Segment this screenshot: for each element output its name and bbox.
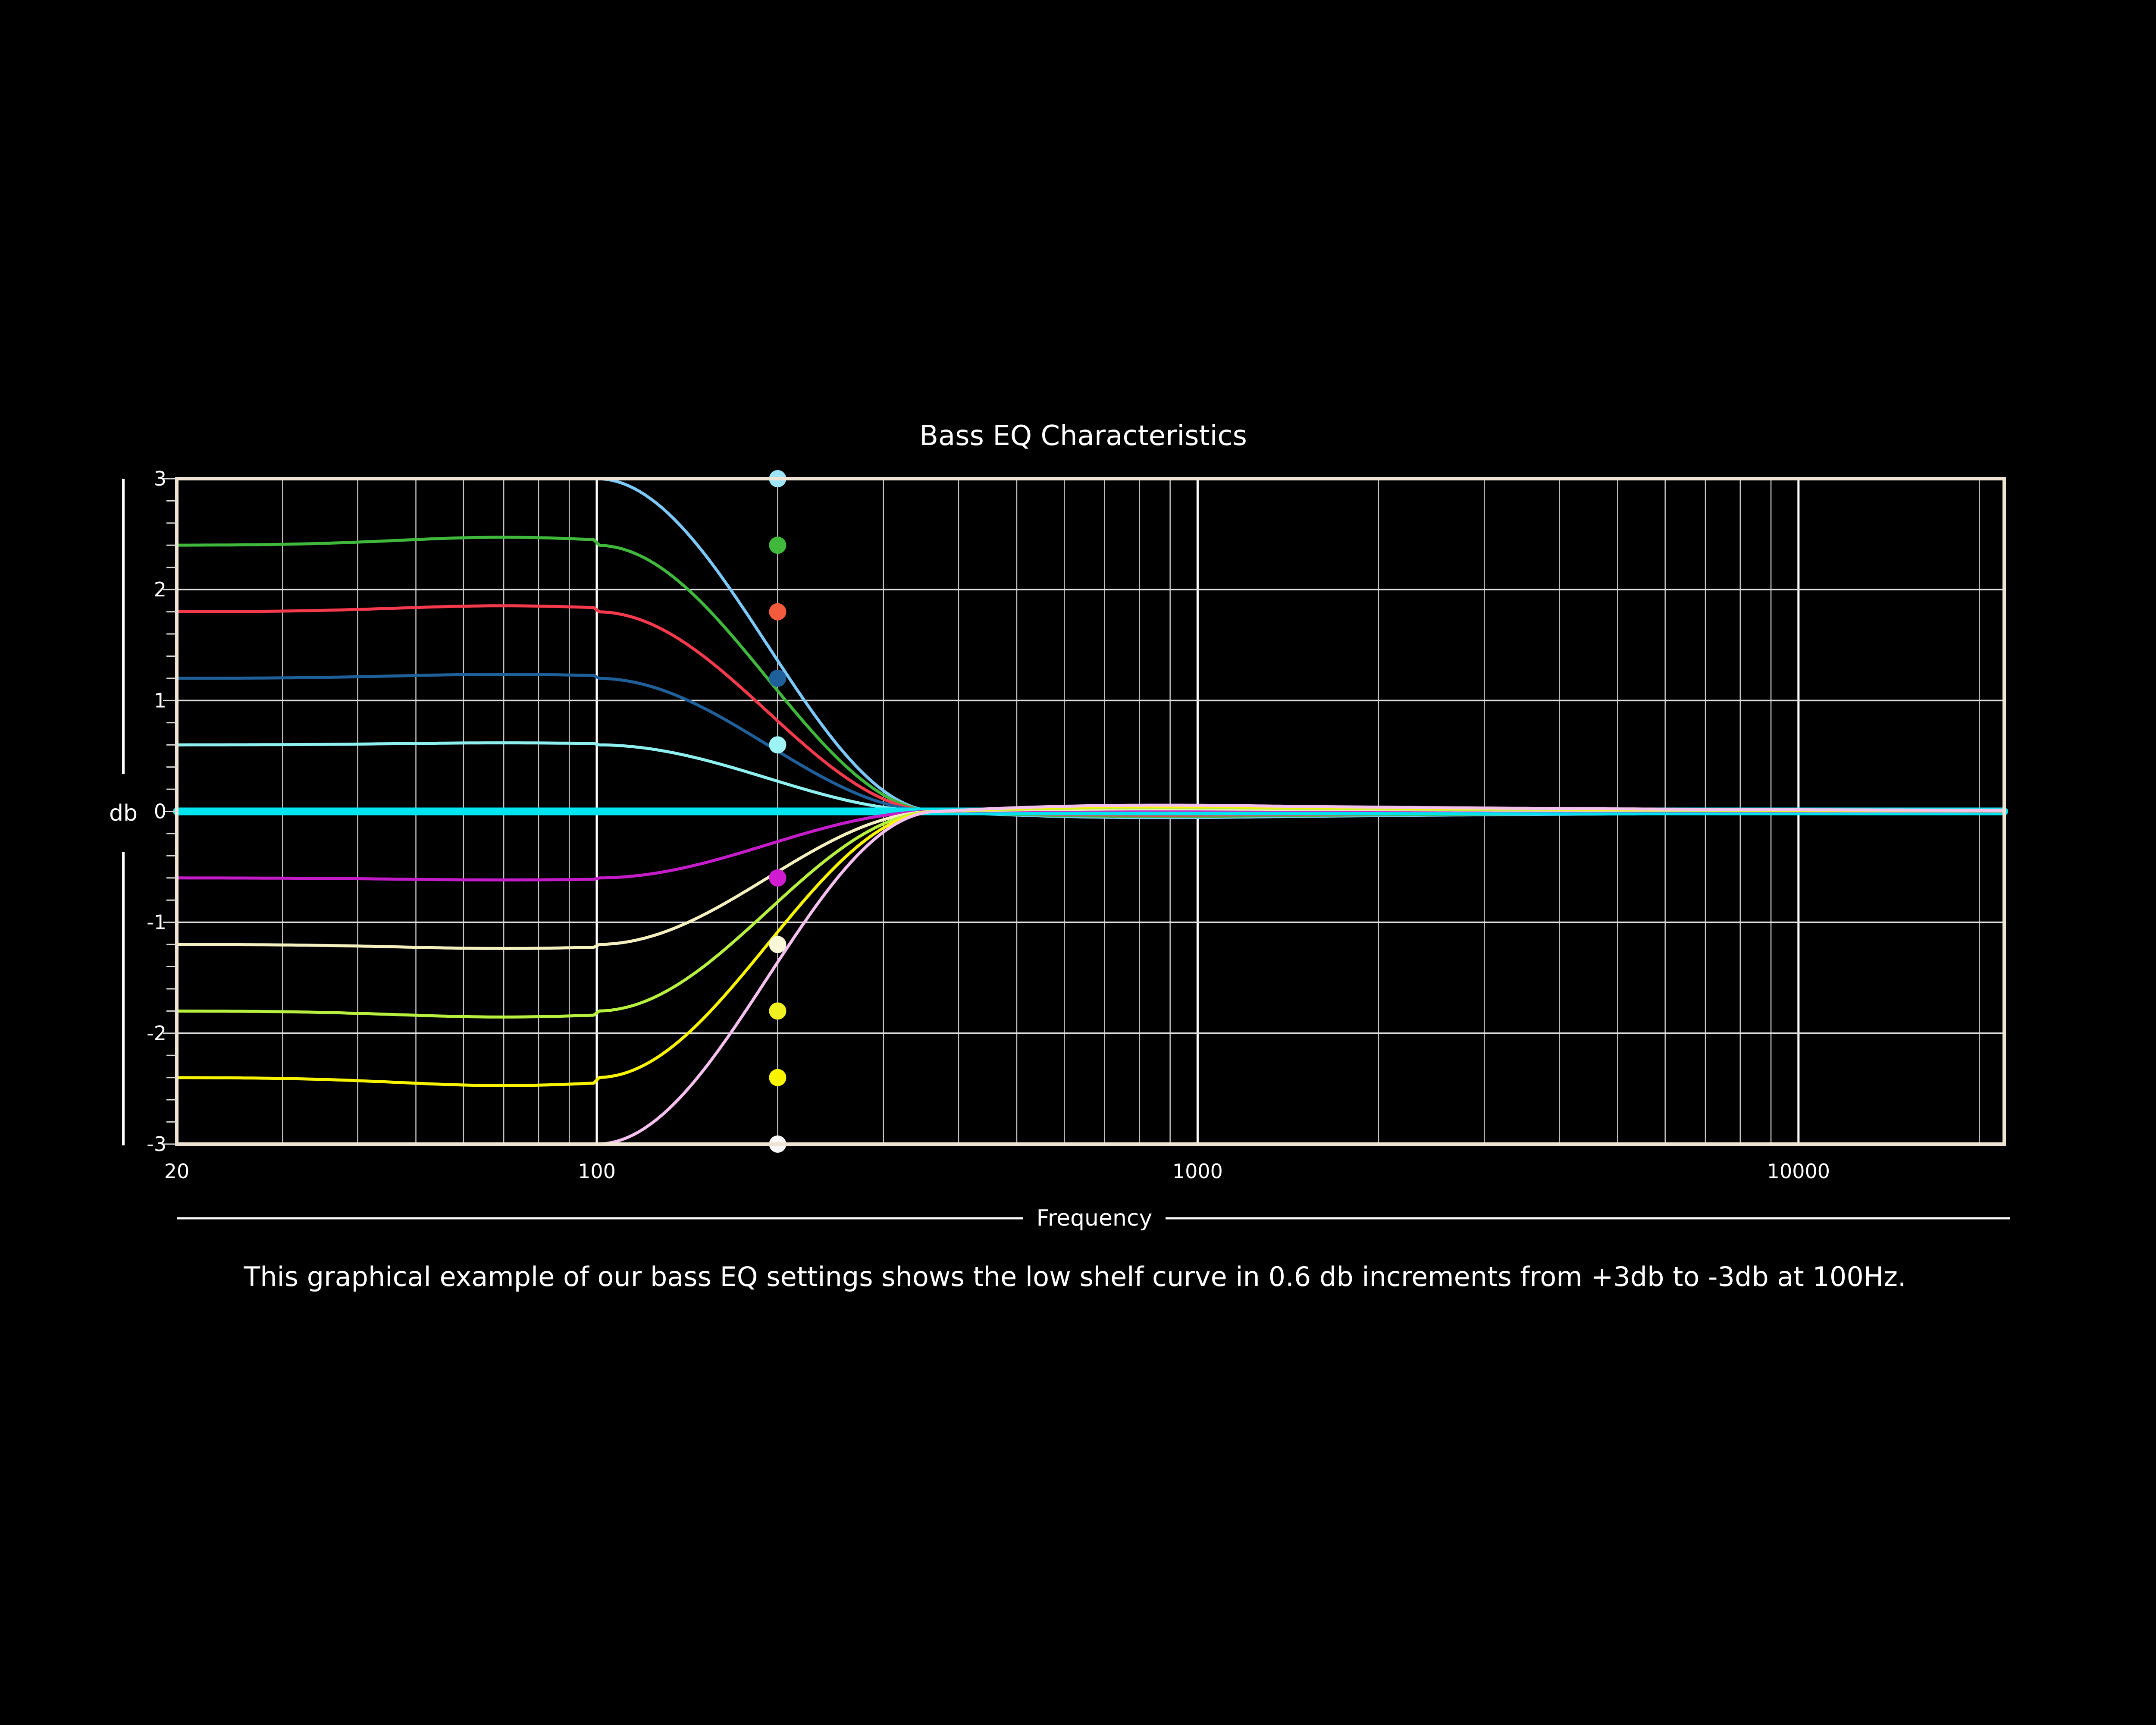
- y-tick-label: -2: [147, 1022, 166, 1045]
- y-tick-label: 2: [154, 578, 166, 601]
- eq-curve: [175, 809, 2006, 881]
- eq-curve: [175, 741, 2006, 814]
- x-tick-label: 10000: [1767, 1160, 1830, 1183]
- y-tick-label: 0: [154, 800, 166, 823]
- eq-curve: [175, 806, 2006, 1019]
- eq-marker: [769, 936, 787, 953]
- x-tick-label: 100: [578, 1160, 616, 1183]
- eq-curve: [175, 604, 2006, 817]
- y-tick-label: -1: [147, 911, 166, 934]
- eq-curve: [175, 536, 2006, 818]
- series-markers: [769, 470, 787, 1153]
- y-axis: 3 2 1 0 -1 -2 -3: [147, 467, 177, 1156]
- caption: This graphical example of our bass EQ se…: [243, 1261, 1906, 1292]
- x-tick-label: 20: [164, 1160, 190, 1183]
- eq-curve: [175, 803, 2006, 1146]
- eq-marker: [769, 669, 787, 687]
- chart-title: Bass EQ Characteristics: [919, 420, 1247, 452]
- eq-curve: [175, 477, 2006, 819]
- eq-curve: [175, 805, 2006, 1087]
- eq-marker: [769, 1002, 787, 1020]
- x-tick-label: 1000: [1172, 1160, 1223, 1183]
- eq-marker: [769, 603, 787, 621]
- eq-marker: [769, 536, 787, 554]
- eq-marker: [769, 736, 787, 754]
- y-tick-label: -3: [147, 1132, 166, 1156]
- series-lines: [173, 477, 2008, 1146]
- y-tick-label: 3: [154, 467, 166, 490]
- x-axis-label: Frequency: [1037, 1205, 1153, 1231]
- eq-marker: [769, 1069, 787, 1086]
- x-axis: 20 100 1000 10000: [164, 1160, 1830, 1183]
- y-tick-label: 1: [154, 689, 166, 712]
- eq-marker: [769, 869, 787, 887]
- y-axis-label: db: [109, 800, 138, 826]
